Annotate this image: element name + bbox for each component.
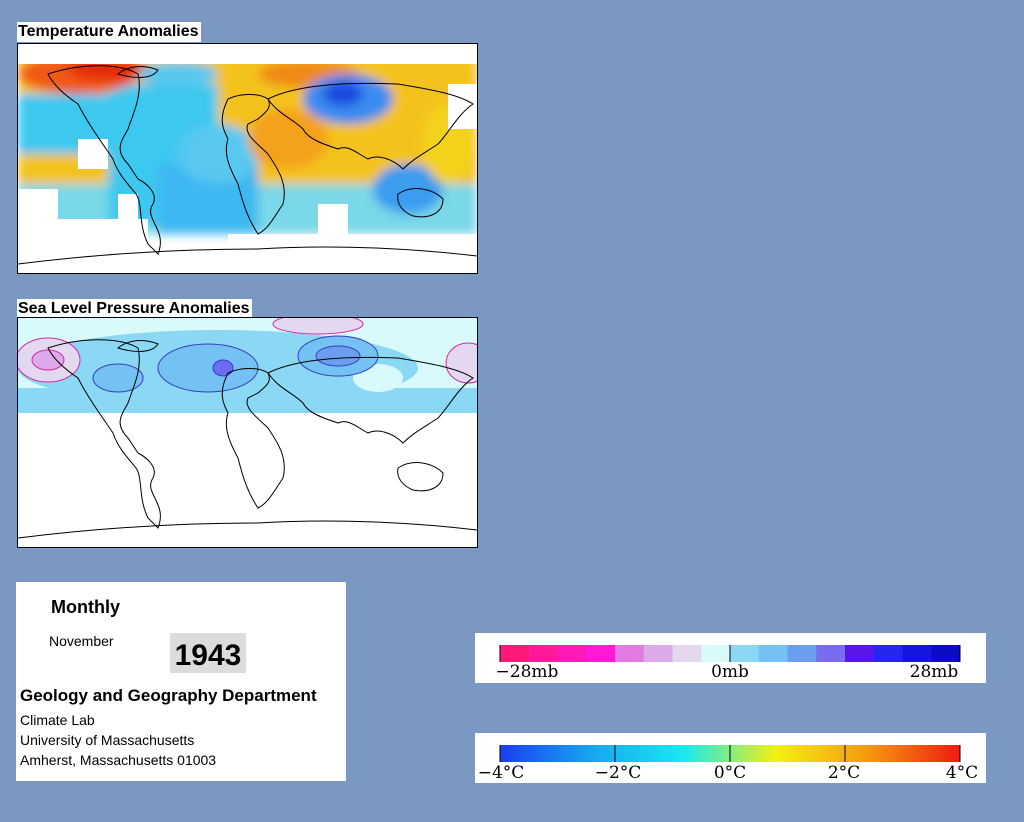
- temp-legend-label-zero: 0°C: [713, 763, 747, 783]
- pressure-swatch: [758, 645, 788, 662]
- pressure-swatch: [845, 645, 875, 662]
- pressure-swatch: [500, 645, 530, 662]
- pressure-swatch: [615, 645, 645, 662]
- pressure-swatch: [528, 645, 558, 662]
- temp-legend-label-minus2: −2°C: [594, 763, 642, 783]
- pressure-swatch: [672, 645, 702, 662]
- temperature-map-canvas: [18, 44, 477, 273]
- frequency-label: Monthly: [51, 597, 120, 617]
- year-label: 1943: [170, 633, 246, 673]
- temp-legend-label-minus4: −4°C: [477, 763, 525, 783]
- pressure-swatch: [816, 645, 846, 662]
- pressure-legend: −28mb 0mb 28mb: [475, 633, 986, 683]
- pressure-swatch: [902, 645, 932, 662]
- address-line: Amherst, Massachusetts 01003: [20, 752, 217, 768]
- pressure-swatch: [643, 645, 673, 662]
- pressure-swatch: [873, 645, 903, 662]
- pressure-map-title: Sea Level Pressure Anomalies: [17, 299, 252, 319]
- temp-legend-label-plus4: 4°C: [945, 763, 979, 783]
- pressure-swatch: [730, 645, 760, 662]
- pressure-map-canvas: [18, 318, 477, 547]
- pressure-legend-label-max: 28mb: [909, 662, 959, 682]
- temperature-legend: −4°C −2°C 0°C 2°C 4°C: [475, 733, 986, 783]
- temperature-colorbar: [499, 745, 961, 762]
- lab-name: Climate Lab: [20, 712, 95, 728]
- pressure-anomaly-map: [17, 317, 478, 548]
- university-name: University of Massachusetts: [20, 732, 195, 748]
- month-label: November: [49, 633, 114, 649]
- pressure-swatch: [557, 645, 587, 662]
- temperature-anomaly-map: [17, 43, 478, 274]
- pressure-swatch: [787, 645, 817, 662]
- temp-legend-label-plus2: 2°C: [827, 763, 861, 783]
- pressure-legend-label-zero: 0mb: [711, 662, 749, 682]
- pressure-swatch: [931, 645, 961, 662]
- temperature-map-title: Temperature Anomalies: [17, 22, 201, 42]
- pressure-colorbar: [499, 645, 961, 662]
- pressure-legend-label-min: −28mb: [495, 662, 559, 682]
- info-panel: Monthly November 1943 Geology and Geogra…: [16, 582, 346, 781]
- department-name: Geology and Geography Department: [20, 686, 317, 705]
- pressure-swatch: [701, 645, 731, 662]
- pressure-swatch: [586, 645, 616, 662]
